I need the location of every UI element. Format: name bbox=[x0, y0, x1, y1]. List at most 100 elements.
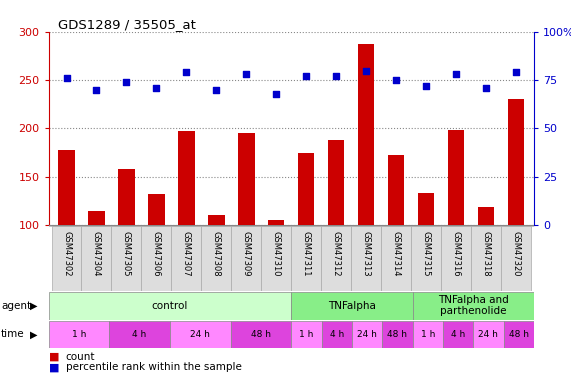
Bar bbox=[321, 321, 352, 348]
Text: TNFalpha and
parthenolide: TNFalpha and parthenolide bbox=[438, 295, 509, 316]
Bar bbox=[478, 207, 494, 225]
Text: 4 h: 4 h bbox=[132, 330, 147, 339]
Bar bbox=[171, 226, 202, 291]
Text: 24 h: 24 h bbox=[478, 330, 498, 339]
Text: 1 h: 1 h bbox=[299, 330, 313, 339]
Bar bbox=[118, 169, 135, 225]
Text: 1 h: 1 h bbox=[72, 330, 86, 339]
Bar bbox=[351, 226, 381, 291]
Point bbox=[92, 87, 101, 93]
Text: GSM47318: GSM47318 bbox=[481, 231, 490, 277]
Bar bbox=[358, 44, 375, 225]
Text: TNFalpha: TNFalpha bbox=[328, 301, 376, 310]
Text: GSM47302: GSM47302 bbox=[62, 231, 71, 277]
Text: ▶: ▶ bbox=[30, 329, 37, 339]
Bar bbox=[388, 154, 404, 225]
Text: GSM47313: GSM47313 bbox=[361, 231, 371, 277]
Point bbox=[512, 69, 521, 75]
Bar bbox=[411, 226, 441, 291]
Point bbox=[332, 73, 341, 79]
Bar bbox=[170, 321, 231, 348]
Bar bbox=[298, 153, 315, 225]
Bar bbox=[82, 226, 111, 291]
Bar bbox=[49, 292, 291, 320]
Bar bbox=[89, 210, 104, 225]
Bar bbox=[508, 99, 524, 225]
Point bbox=[272, 91, 281, 97]
Text: control: control bbox=[152, 301, 188, 310]
Text: ▶: ▶ bbox=[30, 301, 37, 310]
Text: ■: ■ bbox=[49, 352, 59, 362]
Bar bbox=[501, 226, 531, 291]
Bar bbox=[328, 140, 344, 225]
Text: GSM47315: GSM47315 bbox=[421, 231, 431, 277]
Point bbox=[392, 77, 401, 83]
Point bbox=[452, 71, 461, 77]
Point bbox=[152, 85, 161, 91]
Text: GSM47314: GSM47314 bbox=[392, 231, 401, 277]
Text: 24 h: 24 h bbox=[357, 330, 377, 339]
Text: GSM47312: GSM47312 bbox=[332, 231, 341, 277]
Text: GSM47308: GSM47308 bbox=[212, 231, 221, 277]
Bar bbox=[291, 292, 412, 320]
Text: GSM47306: GSM47306 bbox=[152, 231, 161, 277]
Bar bbox=[58, 150, 75, 225]
Bar bbox=[49, 321, 109, 348]
Text: percentile rank within the sample: percentile rank within the sample bbox=[66, 362, 242, 372]
Text: GSM47311: GSM47311 bbox=[301, 231, 311, 277]
Bar bbox=[142, 226, 171, 291]
Text: time: time bbox=[1, 329, 25, 339]
Text: 48 h: 48 h bbox=[251, 330, 271, 339]
Bar bbox=[109, 321, 170, 348]
Text: GSM47305: GSM47305 bbox=[122, 231, 131, 277]
Bar bbox=[111, 226, 142, 291]
Bar bbox=[262, 226, 291, 291]
Text: ■: ■ bbox=[49, 362, 59, 372]
Text: count: count bbox=[66, 352, 95, 362]
Point bbox=[242, 71, 251, 77]
Bar bbox=[381, 226, 411, 291]
Bar bbox=[291, 226, 321, 291]
Bar bbox=[504, 321, 534, 348]
Text: agent: agent bbox=[1, 301, 31, 310]
Bar bbox=[231, 321, 291, 348]
Bar bbox=[291, 321, 321, 348]
Bar bbox=[418, 193, 435, 225]
Point bbox=[301, 73, 311, 79]
Bar bbox=[443, 321, 473, 348]
Text: GSM47307: GSM47307 bbox=[182, 231, 191, 277]
Bar bbox=[412, 321, 443, 348]
Point bbox=[361, 68, 371, 74]
Text: 48 h: 48 h bbox=[387, 330, 407, 339]
Bar bbox=[471, 226, 501, 291]
Text: 4 h: 4 h bbox=[451, 330, 465, 339]
Text: 48 h: 48 h bbox=[509, 330, 529, 339]
Text: GSM47309: GSM47309 bbox=[242, 231, 251, 277]
Text: GSM47304: GSM47304 bbox=[92, 231, 101, 277]
Point bbox=[421, 83, 431, 89]
Bar bbox=[208, 215, 224, 225]
Point bbox=[182, 69, 191, 75]
Bar bbox=[202, 226, 231, 291]
Text: 4 h: 4 h bbox=[329, 330, 344, 339]
Point bbox=[62, 75, 71, 81]
Bar bbox=[148, 194, 164, 225]
Bar bbox=[382, 321, 412, 348]
Text: GSM47320: GSM47320 bbox=[512, 231, 520, 277]
Bar bbox=[51, 226, 82, 291]
Text: GDS1289 / 35505_at: GDS1289 / 35505_at bbox=[58, 18, 196, 31]
Bar bbox=[178, 131, 195, 225]
Bar bbox=[321, 226, 351, 291]
Bar bbox=[412, 292, 534, 320]
Bar bbox=[268, 220, 284, 225]
Text: 24 h: 24 h bbox=[190, 330, 210, 339]
Text: 1 h: 1 h bbox=[420, 330, 435, 339]
Bar bbox=[352, 321, 382, 348]
Point bbox=[212, 87, 221, 93]
Bar bbox=[231, 226, 262, 291]
Text: GSM47316: GSM47316 bbox=[452, 231, 460, 277]
Point bbox=[122, 79, 131, 85]
Bar bbox=[473, 321, 504, 348]
Bar bbox=[441, 226, 471, 291]
Point bbox=[481, 85, 490, 91]
